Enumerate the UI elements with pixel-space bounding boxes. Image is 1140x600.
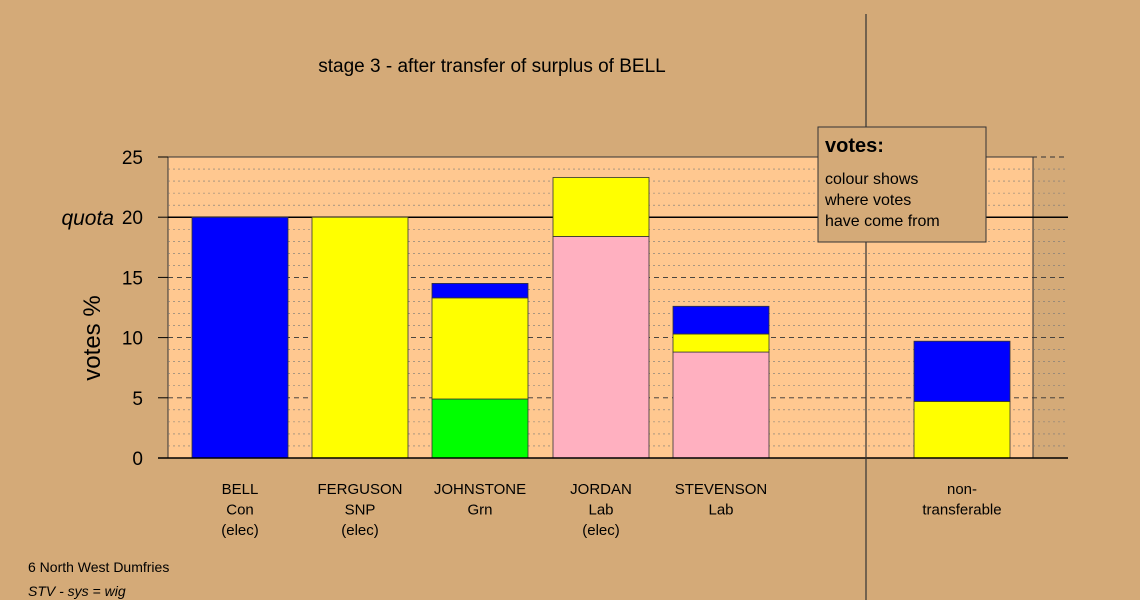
bar-jordan-segment-pink bbox=[552, 236, 650, 459]
candidate-johnstone-label-line-2: Grn bbox=[467, 502, 492, 519]
bar-nontransferable-segment-blue bbox=[913, 340, 1011, 402]
candidate-bell-label-line-3: (elec) bbox=[221, 522, 259, 539]
candidate-jordan-label-line-1: JORDAN bbox=[570, 481, 632, 498]
bar-stevenson-segment-blue bbox=[672, 305, 770, 335]
nontransferable-label-line-1: non- bbox=[947, 481, 977, 498]
bars-group bbox=[191, 177, 1011, 459]
bar-johnstone-segment-green bbox=[431, 398, 529, 459]
bar-stevenson-segment-pink bbox=[672, 351, 770, 459]
legend-line-2: where votes bbox=[824, 192, 911, 209]
candidate-jordan-label-line-3: (elec) bbox=[582, 522, 620, 539]
bar-johnstone-segment-blue bbox=[431, 283, 529, 299]
bar-johnstone-segment-yellow bbox=[431, 297, 529, 400]
y-tick-label: 0 bbox=[132, 449, 143, 470]
constituency-name: 6 North West Dumfries bbox=[28, 559, 169, 575]
candidate-stevenson-label-line-1: STEVENSON bbox=[675, 481, 768, 498]
candidate-bell-label-line-2: Con bbox=[226, 502, 254, 519]
y-tick-label: 15 bbox=[122, 268, 143, 289]
y-tick-label: 5 bbox=[132, 389, 143, 410]
candidate-bell-label-line-1: BELL bbox=[222, 481, 259, 498]
legend-background bbox=[817, 126, 987, 243]
candidate-labels: BELL Con (elec) FERGUSON SNP (elec) JOHNSTONE G… bbox=[221, 481, 1001, 539]
y-axis-label: votes % bbox=[79, 295, 106, 380]
candidate-johnstone-label-line-1: JOHNSTONE bbox=[434, 481, 526, 498]
legend-line-1: colour shows bbox=[825, 171, 918, 188]
legend-title: votes: bbox=[825, 135, 884, 157]
bar-jordan-segment-yellow bbox=[552, 177, 650, 237]
bar-ferguson-segment-yellow bbox=[311, 216, 409, 459]
y-tick-label: 25 bbox=[122, 148, 143, 169]
y-tick-labels: 0 5 10 15 20 25 bbox=[122, 148, 168, 470]
legend-line-3: have come from bbox=[825, 213, 940, 230]
candidate-ferguson-label-line-2: SNP bbox=[345, 502, 376, 519]
y-tick-label: 20 bbox=[122, 208, 143, 229]
candidate-jordan-label-line-2: Lab bbox=[588, 502, 613, 519]
bar-bell-segment-blue bbox=[191, 216, 289, 459]
candidate-ferguson-label-line-1: FERGUSON bbox=[317, 481, 402, 498]
nontransferable-label-line-2: transferable bbox=[922, 502, 1001, 519]
candidate-stevenson-label-line-2: Lab bbox=[708, 502, 733, 519]
candidate-ferguson-label-line-3: (elec) bbox=[341, 522, 379, 539]
bar-stevenson-segment-yellow bbox=[672, 333, 770, 353]
chart-title: stage 3 - after transfer of surplus of B… bbox=[318, 56, 665, 77]
quota-label: quota bbox=[61, 207, 114, 230]
bar-nontransferable-segment-yellow bbox=[913, 401, 1011, 459]
voting-system: STV - sys = wig bbox=[28, 583, 126, 599]
y-tick-label: 10 bbox=[122, 329, 143, 350]
legend-box: votes: colour shows where votes have com… bbox=[817, 126, 987, 243]
